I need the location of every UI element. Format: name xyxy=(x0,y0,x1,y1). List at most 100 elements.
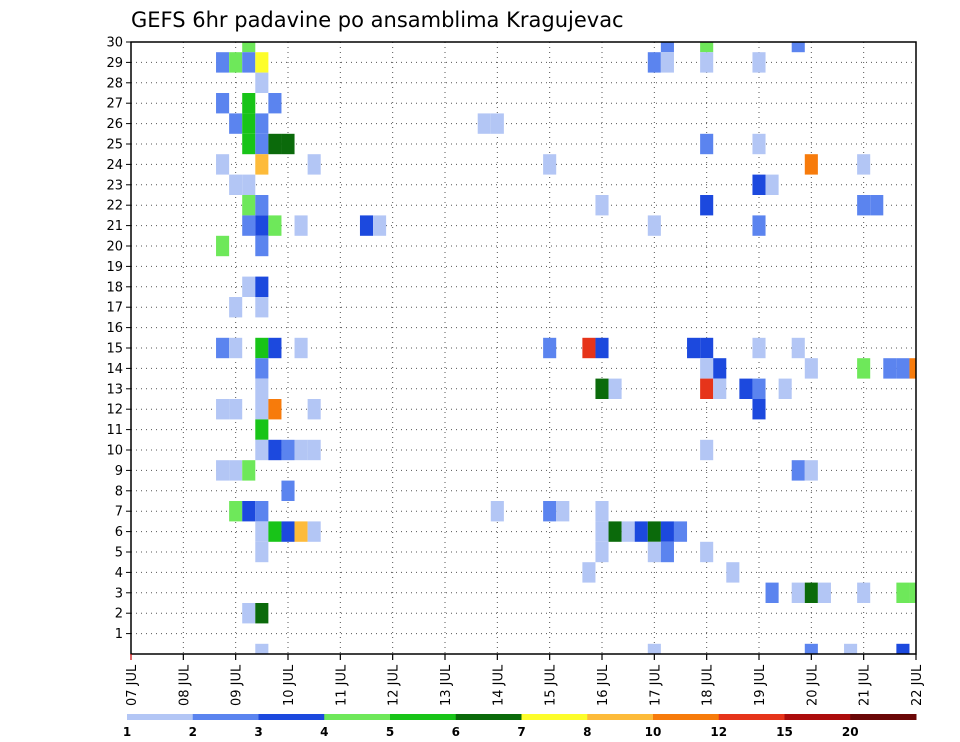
heat-cell-125 xyxy=(647,541,661,563)
heat-cell-106 xyxy=(255,501,269,522)
heat-cell-99 xyxy=(229,460,243,481)
heat-cell-76 xyxy=(909,358,916,379)
heat-cell-126 xyxy=(660,541,674,563)
legend-swatch-8 xyxy=(653,714,720,720)
heat-cell-30 xyxy=(543,154,557,175)
heat-cell-61 xyxy=(294,337,308,359)
heat-cell-87 xyxy=(255,399,269,420)
y-tick-label-23: 23 xyxy=(106,178,123,193)
heat-cell-5 xyxy=(229,52,243,73)
heat-cell-124 xyxy=(595,541,609,563)
x-axis-ticks: 07 JUL 08 JUL 09 JUL 10 JUL 11 JUL 12 JUL 13 J… xyxy=(125,654,925,706)
y-tick-label-7: 7 xyxy=(115,505,123,520)
heat-cell-37 xyxy=(242,195,256,216)
heat-cell-0 xyxy=(242,42,256,53)
heat-cell-15 xyxy=(268,93,282,114)
x-tick-label-6: 13 JUL xyxy=(439,664,454,706)
x-tick-label-9: 16 JUL xyxy=(596,664,611,706)
heat-cell-7 xyxy=(255,52,269,73)
color-legend: 1 2 3 4 5 6 7 8 10 12 15 20 xyxy=(123,714,917,739)
heat-cell-41 xyxy=(857,195,871,216)
heat-cell-84 xyxy=(778,378,792,399)
heat-cell-121 xyxy=(660,521,674,542)
heat-cell-89 xyxy=(307,399,321,420)
heat-cell-86 xyxy=(229,399,243,420)
heat-cell-10 xyxy=(700,52,714,73)
heat-cell-6 xyxy=(242,52,256,73)
heat-cell-79 xyxy=(608,378,622,399)
legend-label-5: 5 xyxy=(386,725,394,739)
x-tick-label-11: 18 JUL xyxy=(701,664,716,706)
heat-cell-77 xyxy=(255,378,269,399)
legend-label-15: 15 xyxy=(776,725,793,739)
y-tick-label-16: 16 xyxy=(106,321,123,336)
y-tick-label-11: 11 xyxy=(106,423,123,438)
legend-label-7: 7 xyxy=(517,725,525,739)
heat-cell-39 xyxy=(595,195,609,216)
heat-cell-46 xyxy=(294,215,308,236)
heat-cell-98 xyxy=(216,460,230,481)
heat-cell-85 xyxy=(216,399,230,420)
legend-swatch-0 xyxy=(127,714,194,720)
y-tick-label-2: 2 xyxy=(115,607,123,622)
x-tick-label-3: 10 JUL xyxy=(282,664,297,706)
y-tick-label-22: 22 xyxy=(106,199,123,214)
heat-cell-114 xyxy=(294,521,308,542)
heat-cell-4 xyxy=(216,52,230,73)
heat-cell-131 xyxy=(791,582,805,603)
heat-cell-94 xyxy=(281,439,295,461)
heat-cell-92 xyxy=(255,439,269,461)
heat-cell-63 xyxy=(582,337,596,359)
legend-label-8: 8 xyxy=(583,725,591,739)
heat-cell-22 xyxy=(255,133,269,155)
x-tick-label-10: 17 JUL xyxy=(648,664,663,706)
heat-cell-82 xyxy=(739,378,753,399)
heat-cell-112 xyxy=(268,521,282,542)
y-tick-label-26: 26 xyxy=(106,117,123,132)
heat-cell-71 xyxy=(713,358,727,379)
heat-cell-44 xyxy=(255,215,269,236)
legend-swatch-1 xyxy=(192,714,259,720)
legend-swatch-9 xyxy=(718,714,785,720)
x-tick-label-14: 21 JUL xyxy=(858,664,873,706)
heat-cell-67 xyxy=(752,337,766,359)
legend-label-10: 10 xyxy=(645,725,662,739)
heat-cell-54 xyxy=(255,276,269,297)
legend-swatch-2 xyxy=(258,714,325,720)
heat-cell-110 xyxy=(595,501,609,522)
heat-cell-88 xyxy=(268,399,282,420)
y-tick-label-6: 6 xyxy=(115,525,123,540)
x-tick-label-5: 12 JUL xyxy=(387,664,402,706)
heat-cell-27 xyxy=(216,154,230,175)
y-tick-label-25: 25 xyxy=(106,138,123,153)
y-tick-label-18: 18 xyxy=(106,280,123,295)
heat-cell-116 xyxy=(595,521,609,542)
heat-cell-133 xyxy=(817,582,831,603)
heat-cell-75 xyxy=(896,358,910,379)
heat-cell-137 xyxy=(242,603,256,624)
heat-cell-108 xyxy=(543,501,557,522)
heat-cell-38 xyxy=(255,195,269,216)
heat-cell-105 xyxy=(242,501,256,522)
heat-cell-25 xyxy=(700,133,714,155)
heat-cell-32 xyxy=(857,154,871,175)
heat-cell-69 xyxy=(255,358,269,379)
heat-cell-73 xyxy=(857,358,871,379)
heat-cell-20 xyxy=(490,113,504,134)
heat-cell-119 xyxy=(634,521,648,542)
heat-cell-120 xyxy=(647,521,661,542)
y-tick-label-20: 20 xyxy=(106,240,123,255)
heat-cell-34 xyxy=(242,174,256,195)
heat-cell-139 xyxy=(255,643,269,654)
heat-cell-118 xyxy=(621,521,635,542)
heat-cell-74 xyxy=(883,358,897,379)
x-tick-label-7: 14 JUL xyxy=(491,664,506,706)
y-tick-label-17: 17 xyxy=(106,301,123,316)
heat-cell-103 xyxy=(281,480,295,501)
legend-swatch-11 xyxy=(850,714,917,720)
heat-cell-115 xyxy=(307,521,321,542)
heat-cell-24 xyxy=(281,133,295,155)
y-tick-label-19: 19 xyxy=(106,260,123,275)
y-tick-label-29: 29 xyxy=(106,56,123,71)
heat-cell-113 xyxy=(281,521,295,542)
